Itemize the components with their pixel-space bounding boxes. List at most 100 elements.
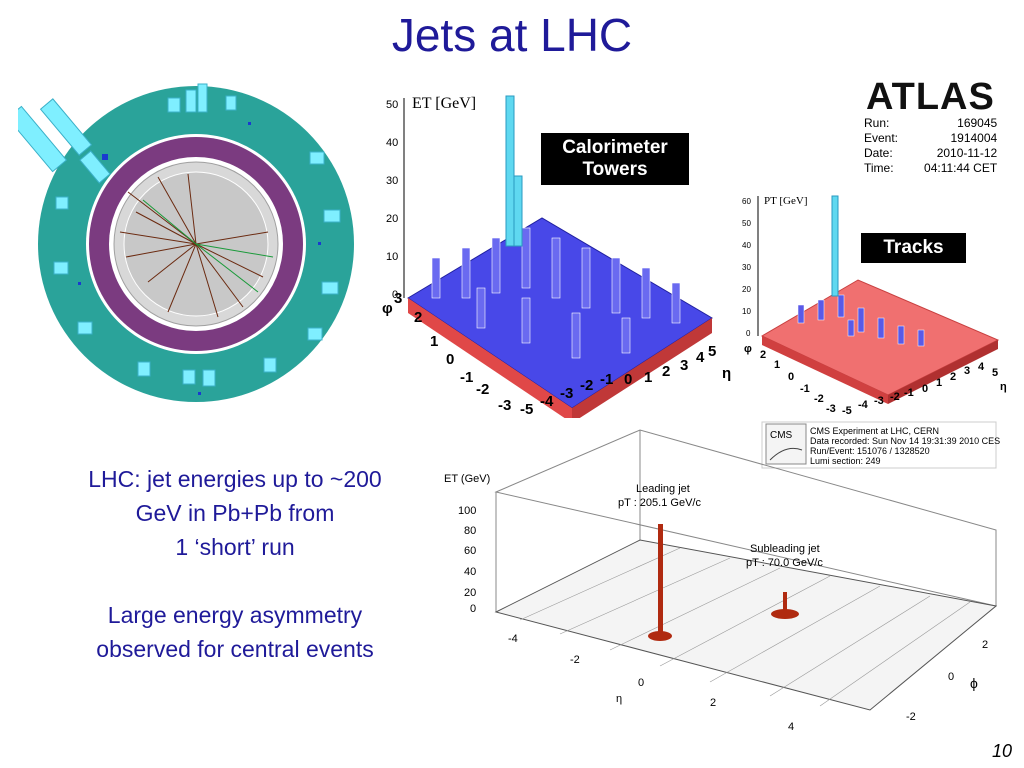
text-line: 1 ‘short’ run: [175, 534, 295, 560]
tracks-yticks: 60 50 40 30 20 10 0: [742, 197, 751, 338]
tracks-eta-tick: -2: [890, 391, 900, 403]
tracks-phi-tick: -1: [800, 383, 810, 395]
page-number: 10: [991, 741, 1012, 761]
cms-ytick: 60: [464, 545, 476, 557]
cms-phi-label: ϕ: [970, 675, 978, 691]
info-value: 169045: [957, 116, 998, 130]
cms-ytick: 40: [464, 566, 476, 578]
calo-ytick: 40: [386, 137, 398, 149]
calo-eta-tick: 2: [662, 363, 670, 380]
calo-phi-tick: 2: [414, 309, 422, 326]
calo-eta-tick: 0: [624, 371, 632, 388]
cms-logo: CMS: [765, 423, 807, 465]
cms-ytick: 80: [464, 525, 476, 537]
tracks-axis-title: PT [GeV]: [764, 195, 807, 207]
text-line: LHC: jet energies up to ~200: [88, 466, 382, 492]
subleading-jet-base: [771, 609, 799, 619]
info-key: Date:: [864, 146, 893, 160]
eta-axis-label: η: [722, 365, 731, 382]
cms-eta-label: η: [616, 693, 622, 705]
calo-eta-tick: -5: [520, 401, 533, 418]
cms-eta-tick: -4: [508, 633, 518, 645]
calo-ytick: 10: [386, 251, 398, 263]
tracks-eta-tick: 4: [978, 361, 985, 373]
tracks-eta-ticks: -5 -4 -3 -2 -1 0 1 2 3 4 5: [842, 361, 998, 417]
cms-eta-tick: -2: [570, 654, 580, 666]
tracks-eta-tick: -4: [858, 399, 869, 411]
info-key: Time:: [864, 161, 894, 175]
subleading-jet-pt: pT : 70.0 GeV/c: [746, 557, 823, 569]
info-key: Run:: [864, 116, 890, 130]
leading-jet-label: Leading jet: [636, 483, 690, 495]
cms-eta-tick: 0: [638, 677, 644, 689]
calorimeter-towers-label: Calorimeter Towers: [541, 133, 689, 185]
tracks-ytick: 60: [742, 197, 751, 206]
cms-lego-plot: CMS CMS Experiment at LHC, CERN Data rec…: [444, 421, 1000, 733]
tracks-phi-tick: -2: [814, 393, 824, 405]
cms-ytick: 100: [458, 505, 476, 517]
calo-ytick: 50: [386, 99, 398, 111]
calo-phi-tick: 3: [394, 290, 402, 307]
cms-axis-title: ET (GeV): [444, 473, 490, 485]
tracks-phi-tick: 0: [788, 371, 794, 383]
tracks-lego-plot: PT [GeV] 60 50 40 30 20 10 0 φ 2 1 0 -1 …: [742, 195, 1007, 417]
calo-eta-tick: -1: [600, 371, 613, 388]
tracks-eta-tick: 3: [964, 365, 970, 377]
calo-eta-tick: -3: [560, 385, 573, 402]
calo-eta-tick: 4: [696, 349, 705, 366]
asymmetry-text: Large energy asymmetry observed for cent…: [40, 598, 430, 666]
tracks-ytick: 40: [742, 241, 751, 250]
cms-ytick: 20: [464, 587, 476, 599]
cms-phi-tick: 0: [948, 671, 954, 683]
calo-axis-title: ET [GeV]: [412, 95, 476, 112]
calo-phi-tick: 0: [446, 351, 454, 368]
tracks-phi-ticks: 2 1 0 -1 -2 -3: [760, 349, 836, 415]
calo-phi-tick: -3: [498, 397, 511, 414]
calo-label-line: Towers: [582, 159, 648, 180]
calorimeter-lego-plot: ET [GeV] 50 40 30 20 10 0 φ 3 2 1 0 -1 -…: [382, 95, 731, 418]
subleading-jet-label: Subleading jet: [750, 543, 820, 555]
cms-info-line: Run/Event: 151076 / 1328520: [810, 446, 930, 456]
tracks-eta-tick: -1: [904, 387, 914, 399]
info-key: Event:: [864, 131, 899, 145]
tracks-phi-label: φ: [744, 343, 752, 355]
info-value: 1914004: [950, 131, 998, 145]
cms-info-line: Data recorded: Sun Nov 14 19:31:39 2010 …: [810, 436, 1000, 446]
tracks-ytick: 10: [742, 307, 751, 316]
cms-logo-text: CMS: [770, 430, 793, 441]
tracks-eta-tick: -3: [874, 395, 884, 407]
atlas-logo: ATLAS: [866, 76, 995, 118]
tracks-label: Tracks: [861, 233, 966, 263]
cms-info-line: CMS Experiment at LHC, CERN: [810, 426, 939, 436]
cms-phi-ticks: 2 0 -2: [906, 639, 988, 723]
leading-jet-pt: pT : 205.1 GeV/c: [618, 497, 701, 509]
tracks-ytick: 20: [742, 285, 751, 294]
atlas-event-info: Run: 169045 Event: 1914004 Date: 2010-11-12…: [864, 116, 1003, 176]
tracks-eta-tick: 0: [922, 383, 928, 395]
cms-eta-ticks: -4 -2 0 2 4: [508, 633, 794, 733]
tracks-phi-tick: 2: [760, 349, 766, 361]
calo-eta-tick: -4: [540, 393, 554, 410]
subleading-jet-tower: [783, 592, 787, 616]
tracks-eta-tick: 5: [992, 367, 998, 379]
cms-yticks: 100 80 60 40 20 0: [458, 505, 476, 615]
tracks-eta-tick: -5: [842, 405, 852, 417]
calo-label-line: Calorimeter: [562, 137, 668, 158]
tracks-ytick: 0: [746, 329, 751, 338]
calo-eta-tick: 5: [708, 343, 716, 360]
calo-eta-tick: -2: [580, 377, 593, 394]
cms-ytick: 0: [470, 603, 476, 615]
cms-phi-tick: 2: [982, 639, 988, 651]
info-value: 2010-11-12: [936, 146, 998, 160]
calo-eta-tick: 1: [644, 369, 652, 386]
calo-ytick: 0: [392, 289, 398, 301]
tracks-ytick: 30: [742, 263, 751, 272]
calo-yticks: 50 40 30 20 10 0: [386, 99, 398, 301]
phi-axis-label: φ: [382, 300, 393, 317]
jet-energy-text: LHC: jet energies up to ~200 GeV in Pb+P…: [40, 462, 430, 564]
text-line: observed for central events: [96, 636, 374, 662]
page-title: Jets at LHC: [391, 9, 633, 61]
cms-phi-tick: -2: [906, 711, 916, 723]
leading-jet-base: [648, 631, 672, 641]
calo-ytick: 20: [386, 213, 398, 225]
